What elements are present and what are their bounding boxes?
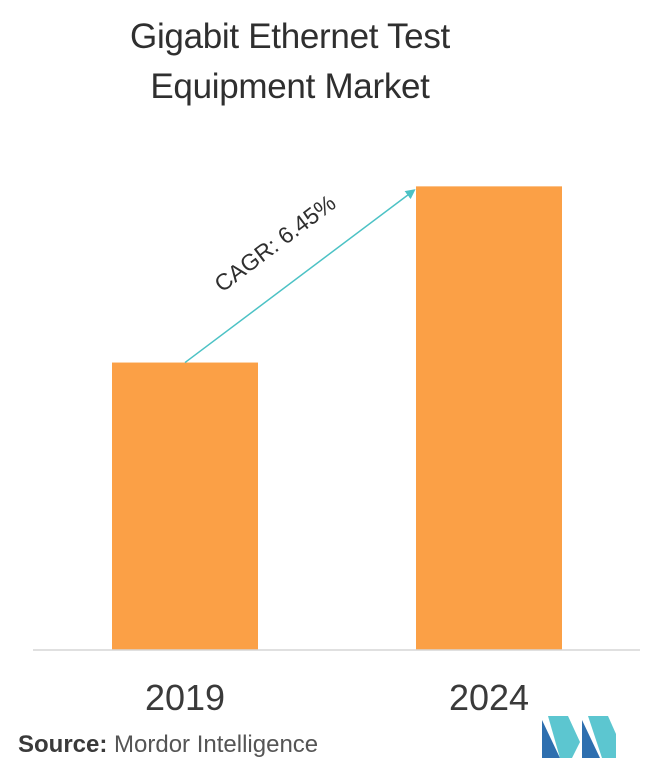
x-tick-label-2019: 2019 xyxy=(145,677,225,718)
chart-title-line-1: Gigabit Ethernet Test xyxy=(130,17,450,56)
source-name: Mordor Intelligence xyxy=(114,731,319,758)
chart-title: Gigabit Ethernet Test Equipment Market xyxy=(60,12,520,112)
x-tick-labels: 2019 2024 xyxy=(145,677,529,718)
x-tick-label-2024: 2024 xyxy=(449,677,529,718)
cagr-label: CAGR: 6.45% xyxy=(209,189,340,297)
bar-chart: 2019 2024 CAGR: 6.45% xyxy=(33,186,640,718)
chart-title-line-2: Equipment Market xyxy=(150,67,430,106)
bar-2024 xyxy=(416,186,562,650)
cagr-arrow xyxy=(184,189,416,364)
mordor-intelligence-logo-icon xyxy=(542,716,616,758)
bars-layer xyxy=(112,186,562,650)
source-note: Source: Mordor Intelligence xyxy=(18,731,318,759)
bar-2019 xyxy=(112,362,258,650)
source-label: Source: xyxy=(18,731,108,758)
